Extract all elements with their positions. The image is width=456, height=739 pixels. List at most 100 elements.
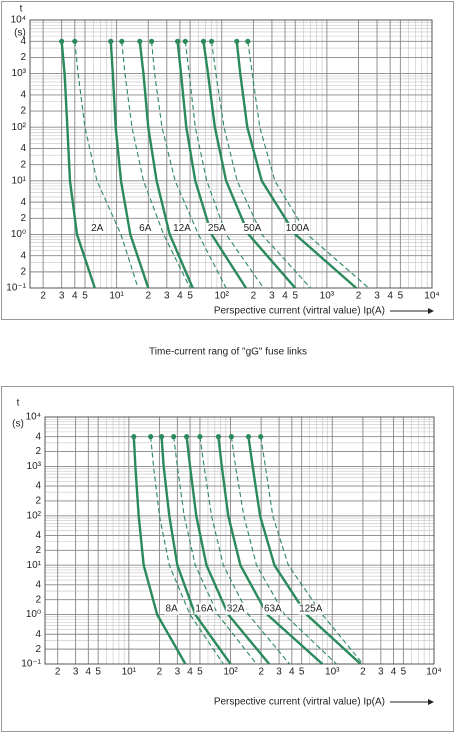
curve-start-dot [197,434,203,440]
curve [109,41,150,289]
axis-arrow-head [428,699,434,705]
x-tick-label: 5 [197,667,203,678]
x-tick-label: 2 [157,667,163,678]
curve-start-dot [245,434,252,440]
x-tick-label: 10² [223,667,238,678]
y-tick-label: 4 [35,481,41,492]
y-tick-label: 10⁰ [11,229,26,240]
y-axis-label: t [20,4,23,15]
curve [184,41,265,289]
curve [211,41,311,289]
x-tick-label: 5 [299,667,305,678]
y-tick-label: 4 [35,629,41,640]
curve-start-dot [182,38,188,44]
curve-label-bg [138,222,153,234]
y-axis-unit: (s) [14,28,26,39]
caption: Time-current rang of "gG" fuse links [149,347,307,358]
curve [150,436,224,665]
curve-start-dot [174,38,181,44]
x-tick-label: 2 [360,667,366,678]
y-tick-label: 4 [35,431,41,442]
y-tick-label: 10² [27,510,42,521]
curve [199,436,290,665]
y-tick-label: 4 [20,36,26,47]
curve-label-bg [225,603,246,615]
curve-label: 2A [91,223,104,234]
axis-arrow-head [428,308,434,314]
curve [132,436,187,665]
x-tick-label: 10¹ [122,667,137,678]
x-tick-label: 3 [276,667,282,678]
curve-label-bg [262,603,284,615]
curve [160,436,232,665]
x-tick-label: 10⁴ [424,291,439,302]
curve-label-bg [284,222,311,234]
panel-frame [1,1,454,320]
x-tick-label: 3 [269,291,275,302]
x-tick-label: 5 [292,291,298,302]
curve [121,41,191,289]
y-axis-unit: (s) [12,419,24,430]
y-tick-label: 4 [20,250,26,261]
curve [230,436,337,665]
panel-frame [1,386,454,732]
curve [74,41,139,289]
x-tick-label: 2 [258,667,264,678]
curve-label: 16A [195,604,213,615]
x-tick-label: 4 [187,667,193,678]
y-tick-label: 2 [20,106,26,117]
curve [247,41,370,289]
curve-start-dot [137,38,143,44]
y-tick-label: 2 [35,496,41,507]
curve-start-dot [158,434,165,440]
curve-start-dot [59,38,65,44]
curve-label: 8A [166,604,179,615]
x-tick-label: 3 [59,291,65,302]
x-tick-label: 5 [401,667,407,678]
plot-frame [44,416,435,665]
curve-start-dot [215,434,222,440]
x-tick-label: 3 [378,667,384,678]
curve-label: 32A [227,604,245,615]
y-tick-label: 2 [20,267,26,278]
curve [185,436,271,665]
curve-label-bg [242,222,263,234]
y-tick-label: 4 [35,579,41,590]
x-tick-label: 4 [387,291,393,302]
x-tick-label: 5 [82,291,88,302]
x-tick-label: 4 [177,291,183,302]
y-tick-label: 2 [35,545,41,556]
curve-start-dot [234,38,240,44]
curve [202,41,297,289]
x-tick-label: 4 [289,667,295,678]
x-tick-label: 2 [356,291,362,302]
curve-start-dot [184,434,190,440]
x-tick-label: 2 [55,667,61,678]
x-tick-label: 10¹ [109,291,124,302]
curve-start-dot [148,434,154,440]
curve-label: 50A [244,223,262,234]
x-tick-label: 10⁴ [426,667,441,678]
curve-start-dot [258,434,264,440]
y-tick-label: 2 [35,446,41,457]
y-tick-label: 10³ [12,68,27,79]
curve-label: 6A [139,223,152,234]
y-tick-label: 10⁴ [26,412,41,423]
curve [260,436,364,665]
curve-label-bg [90,222,105,234]
x-tick-label: 5 [398,291,404,302]
x-tick-label: 4 [72,291,78,302]
y-tick-label: 2 [20,52,26,63]
curve [138,41,194,289]
y-tick-label: 10¹ [12,175,27,186]
x-tick-label: 3 [175,667,181,678]
curve-label: 12A [173,223,191,234]
y-tick-label: 2 [35,644,41,655]
curve [235,41,357,289]
curve [247,436,362,665]
curve-start-dot [148,38,155,44]
curve-label-bg [164,603,180,615]
x-tick-label: 3 [73,667,79,678]
y-tick-label: 2 [20,213,26,224]
